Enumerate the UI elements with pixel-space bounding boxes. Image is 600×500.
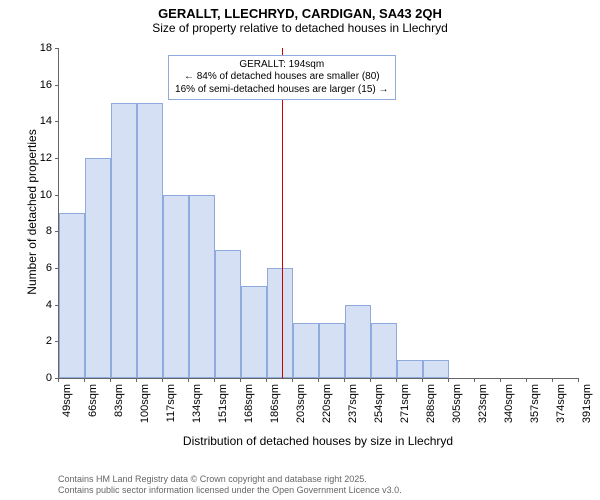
xtick-label: 374sqm — [555, 384, 567, 423]
histogram-bar — [85, 158, 111, 378]
xtick-mark — [266, 378, 267, 382]
xtick-mark — [162, 378, 163, 382]
xtick-mark — [136, 378, 137, 382]
ytick-label: 6 — [0, 262, 52, 274]
xtick-mark — [578, 378, 579, 382]
xtick-label: 271sqm — [399, 384, 411, 423]
y-axis-label: Number of detached properties — [25, 112, 39, 312]
ytick-label: 0 — [0, 372, 52, 384]
xtick-label: 305sqm — [451, 384, 463, 423]
x-axis-label: Distribution of detached houses by size … — [58, 434, 578, 448]
histogram-bar — [59, 213, 85, 378]
ytick-label: 18 — [0, 42, 52, 54]
xtick-label: 323sqm — [477, 384, 489, 423]
histogram-bar — [345, 305, 371, 378]
xtick-mark — [344, 378, 345, 382]
xtick-mark — [526, 378, 527, 382]
annotation-line: 16% of semi-detached houses are larger (… — [175, 84, 388, 97]
histogram-bar — [267, 268, 293, 378]
ytick-label: 10 — [0, 189, 52, 201]
xtick-label: 186sqm — [269, 384, 281, 423]
xtick-mark — [552, 378, 553, 382]
xtick-label: 237sqm — [347, 384, 359, 423]
xtick-label: 340sqm — [503, 384, 515, 423]
ytick-mark — [55, 158, 59, 159]
xtick-mark — [500, 378, 501, 382]
xtick-mark — [188, 378, 189, 382]
xtick-mark — [110, 378, 111, 382]
xtick-label: 220sqm — [321, 384, 333, 423]
attribution-text: Contains HM Land Registry data © Crown c… — [58, 474, 402, 496]
chart-title: GERALLT, LLECHRYD, CARDIGAN, SA43 2QH — [0, 0, 600, 21]
xtick-label: 254sqm — [373, 384, 385, 423]
xtick-mark — [58, 378, 59, 382]
histogram-bar — [319, 323, 345, 378]
xtick-label: 134sqm — [191, 384, 203, 423]
xtick-label: 117sqm — [165, 384, 177, 422]
annotation-box: GERALLT: 194sqm← 84% of detached houses … — [168, 55, 395, 101]
xtick-label: 288sqm — [425, 384, 437, 423]
ytick-mark — [55, 195, 59, 196]
xtick-mark — [84, 378, 85, 382]
annotation-line: ← 84% of detached houses are smaller (80… — [175, 71, 388, 84]
histogram-bar — [241, 286, 267, 378]
attribution-line-1: Contains HM Land Registry data © Crown c… — [58, 474, 402, 485]
attribution-line-2: Contains public sector information licen… — [58, 485, 402, 496]
ytick-label: 8 — [0, 225, 52, 237]
histogram-bar — [397, 360, 423, 378]
xtick-mark — [318, 378, 319, 382]
xtick-mark — [448, 378, 449, 382]
xtick-label: 66sqm — [87, 384, 99, 417]
xtick-label: 391sqm — [581, 384, 593, 423]
chart-subtitle: Size of property relative to detached ho… — [0, 21, 600, 39]
ytick-label: 12 — [0, 152, 52, 164]
histogram-bar — [189, 195, 215, 378]
histogram-bar — [163, 195, 189, 378]
xtick-label: 49sqm — [61, 384, 73, 417]
ytick-mark — [55, 48, 59, 49]
histogram-bar — [423, 360, 449, 378]
chart-container: GERALLT, LLECHRYD, CARDIGAN, SA43 2QH Si… — [0, 0, 600, 500]
ytick-mark — [55, 121, 59, 122]
histogram-bar — [293, 323, 319, 378]
xtick-label: 151sqm — [217, 384, 229, 423]
histogram-bar — [137, 103, 163, 378]
ytick-label: 2 — [0, 335, 52, 347]
xtick-mark — [240, 378, 241, 382]
annotation-line: GERALLT: 194sqm — [175, 59, 388, 72]
ytick-label: 16 — [0, 79, 52, 91]
xtick-label: 203sqm — [295, 384, 307, 423]
xtick-mark — [292, 378, 293, 382]
histogram-bar — [371, 323, 397, 378]
xtick-mark — [370, 378, 371, 382]
xtick-mark — [474, 378, 475, 382]
xtick-mark — [422, 378, 423, 382]
xtick-mark — [396, 378, 397, 382]
xtick-label: 83sqm — [113, 384, 125, 417]
xtick-label: 100sqm — [139, 384, 151, 423]
xtick-mark — [214, 378, 215, 382]
histogram-bar — [111, 103, 137, 378]
xtick-label: 168sqm — [243, 384, 255, 423]
ytick-label: 14 — [0, 115, 52, 127]
plot-area: GERALLT: 194sqm← 84% of detached houses … — [58, 48, 579, 379]
xtick-label: 357sqm — [529, 384, 541, 423]
ytick-label: 4 — [0, 299, 52, 311]
histogram-bar — [215, 250, 241, 378]
ytick-mark — [55, 85, 59, 86]
